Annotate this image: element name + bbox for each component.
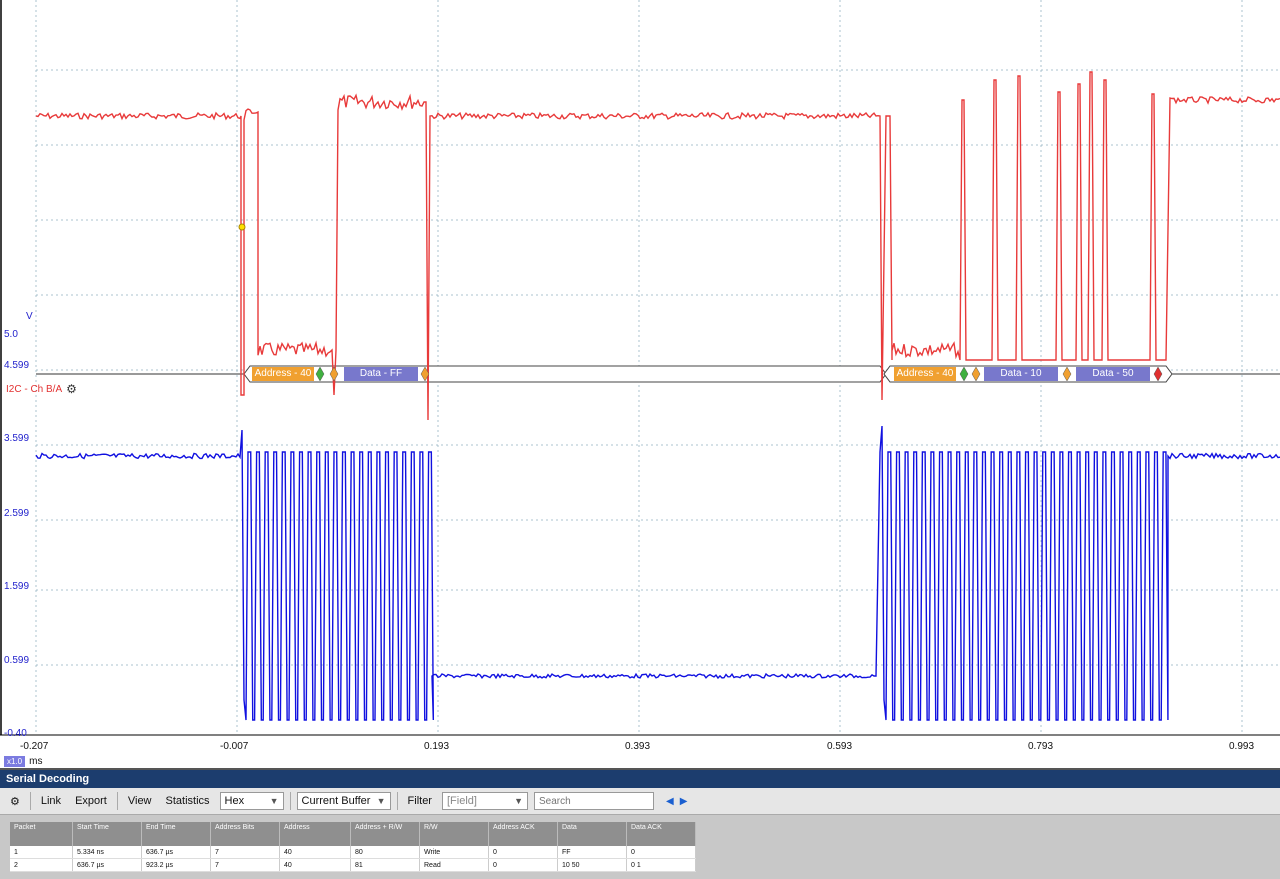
table-cell: 2 bbox=[10, 858, 73, 872]
decode-address-1[interactable]: Address - 40 bbox=[252, 367, 314, 381]
table-body: 1 5.334 ns 636.7 µs 7 40 80 Write 0 FF 0 2 636.7 µs… bbox=[10, 846, 696, 872]
settings-gear-icon[interactable]: ⚙ bbox=[10, 795, 20, 808]
column-header[interactable]: Start Time bbox=[72, 822, 142, 846]
bus-marker bbox=[971, 366, 981, 382]
table-cell: 0 1 bbox=[626, 858, 696, 872]
decoding-table: Packet Start Time End Time Address Bits Addr… bbox=[10, 822, 696, 872]
table-cell: 0 bbox=[488, 858, 558, 872]
filter-button[interactable]: Filter bbox=[407, 795, 432, 807]
buffer-select[interactable]: Current Buffer ▼ bbox=[296, 792, 391, 810]
x-tick-6: 0.993 bbox=[1229, 741, 1255, 752]
view-button[interactable]: View bbox=[127, 795, 152, 807]
column-header[interactable]: Address ACK bbox=[488, 822, 558, 846]
y-tick-3.599: 3.599 bbox=[4, 433, 30, 444]
oscilloscope-view[interactable]: V 5.0 4.599 3.599 2.599 1.599 0.599 -0.4… bbox=[0, 0, 1280, 768]
statistics-button[interactable]: Statistics bbox=[165, 795, 210, 807]
bus-marker bbox=[1062, 366, 1072, 382]
chevron-down-icon: ▼ bbox=[376, 796, 386, 806]
table-cell: 10 50 bbox=[557, 858, 627, 872]
decoding-toolbar: ⚙ Link Export View Statistics Hex ▼ Curr… bbox=[0, 788, 1280, 815]
column-header[interactable]: End Time bbox=[141, 822, 211, 846]
x-tick-1: -0.007 bbox=[220, 741, 249, 752]
table-cell: 636.7 µs bbox=[141, 846, 211, 859]
table-cell: Read bbox=[419, 858, 489, 872]
x-tick-4: 0.593 bbox=[827, 741, 853, 752]
column-header[interactable]: Address bbox=[279, 822, 351, 846]
bus-marker bbox=[959, 366, 969, 382]
scl-waveform-trace bbox=[35, 425, 1280, 721]
column-header[interactable]: Data ACK bbox=[626, 822, 696, 846]
table-cell: 5.334 ns bbox=[72, 846, 142, 859]
table-cell: Write bbox=[419, 846, 489, 859]
link-button[interactable]: Link bbox=[40, 795, 62, 807]
table-cell: 0 bbox=[488, 846, 558, 859]
column-header[interactable]: Data bbox=[557, 822, 627, 846]
table-cell: 636.7 µs bbox=[72, 858, 142, 872]
y-tick-4.599: 4.599 bbox=[4, 360, 30, 371]
bus-marker bbox=[315, 366, 325, 382]
export-button[interactable]: Export bbox=[75, 795, 107, 807]
channel-name: I2C - Ch B/A bbox=[6, 383, 63, 395]
zoom-badge[interactable]: x1.0 bbox=[4, 756, 26, 767]
x-tick-0: -0.207 bbox=[20, 741, 49, 752]
column-header[interactable]: R/W bbox=[419, 822, 489, 846]
table-row[interactable]: 1 5.334 ns 636.7 µs 7 40 80 Write 0 FF 0 bbox=[10, 846, 696, 859]
table-cell: 0 bbox=[626, 846, 696, 859]
column-header[interactable]: Address Bits bbox=[210, 822, 280, 846]
bus-marker bbox=[1153, 366, 1163, 382]
sda-waveform-trace bbox=[35, 71, 1280, 421]
table-header-row: Packet Start Time End Time Address Bits Addr… bbox=[10, 822, 696, 846]
table-row[interactable]: 2 636.7 µs 923.2 µs 7 40 81 Read 0 10 50 0 1 bbox=[10, 858, 696, 872]
table-cell: 80 bbox=[350, 846, 420, 859]
chevron-down-icon: ▼ bbox=[514, 796, 523, 806]
table-cell: 7 bbox=[210, 846, 280, 859]
column-header[interactable]: Address + R/W bbox=[350, 822, 420, 846]
y-tick-2.599: 2.599 bbox=[4, 508, 30, 519]
field-select[interactable]: [Field] ▼ bbox=[441, 792, 528, 810]
decode-frame-1 bbox=[243, 365, 887, 383]
time-unit-row: x1.0 ms bbox=[4, 756, 42, 767]
x-tick-5: 0.793 bbox=[1028, 741, 1054, 752]
decode-data-2[interactable]: Data - 10 bbox=[984, 367, 1058, 381]
toolbar-divider bbox=[29, 792, 31, 810]
x-tick-3: 0.393 bbox=[625, 741, 651, 752]
toolbar-divider bbox=[289, 792, 291, 810]
format-value: Hex bbox=[224, 795, 245, 807]
decode-data-1[interactable]: Data - FF bbox=[344, 367, 418, 381]
table-cell: 40 bbox=[279, 846, 351, 859]
panel-title: Serial Decoding bbox=[0, 770, 1280, 788]
decode-data-3[interactable]: Data - 50 bbox=[1076, 367, 1150, 381]
next-arrow-icon[interactable]: ▶ bbox=[679, 795, 688, 807]
y-tick--0.40: -0.40 bbox=[4, 728, 27, 739]
toolbar-divider bbox=[396, 792, 398, 810]
search-input[interactable] bbox=[533, 792, 654, 810]
time-unit-label: ms bbox=[29, 756, 43, 767]
y-tick-5.0: 5.0 bbox=[4, 329, 18, 340]
bus-marker bbox=[329, 366, 339, 382]
channel-label[interactable]: I2C - Ch B/A ⚙ bbox=[6, 382, 77, 396]
x-tick-2: 0.193 bbox=[424, 741, 450, 752]
table-cell: 7 bbox=[210, 858, 280, 872]
y-tick-1.599: 1.599 bbox=[4, 581, 30, 592]
chevron-down-icon: ▼ bbox=[269, 796, 279, 806]
format-select[interactable]: Hex ▼ bbox=[219, 792, 284, 810]
toolbar-divider bbox=[116, 792, 118, 810]
table-cell: 1 bbox=[10, 846, 73, 859]
table-cell: 81 bbox=[350, 858, 420, 872]
serial-decoding-panel: Serial Decoding ⚙ Link Export View Stati… bbox=[0, 768, 1280, 879]
gear-icon[interactable]: ⚙ bbox=[66, 382, 77, 396]
table-cell: FF bbox=[557, 846, 627, 859]
trigger-marker bbox=[238, 223, 246, 231]
column-header[interactable]: Packet bbox=[10, 822, 73, 846]
voltage-unit-label: V bbox=[26, 311, 33, 322]
table-cell: 40 bbox=[279, 858, 351, 872]
previous-arrow-icon[interactable]: ◀ bbox=[665, 795, 674, 807]
y-tick-0.599: 0.599 bbox=[4, 655, 30, 666]
waveform-canvas[interactable] bbox=[0, 0, 1280, 768]
table-cell: 923.2 µs bbox=[141, 858, 211, 872]
field-value: [Field] bbox=[446, 795, 477, 807]
bus-marker bbox=[420, 366, 430, 382]
decode-address-2[interactable]: Address - 40 bbox=[894, 367, 956, 381]
buffer-value: Current Buffer bbox=[301, 795, 371, 807]
